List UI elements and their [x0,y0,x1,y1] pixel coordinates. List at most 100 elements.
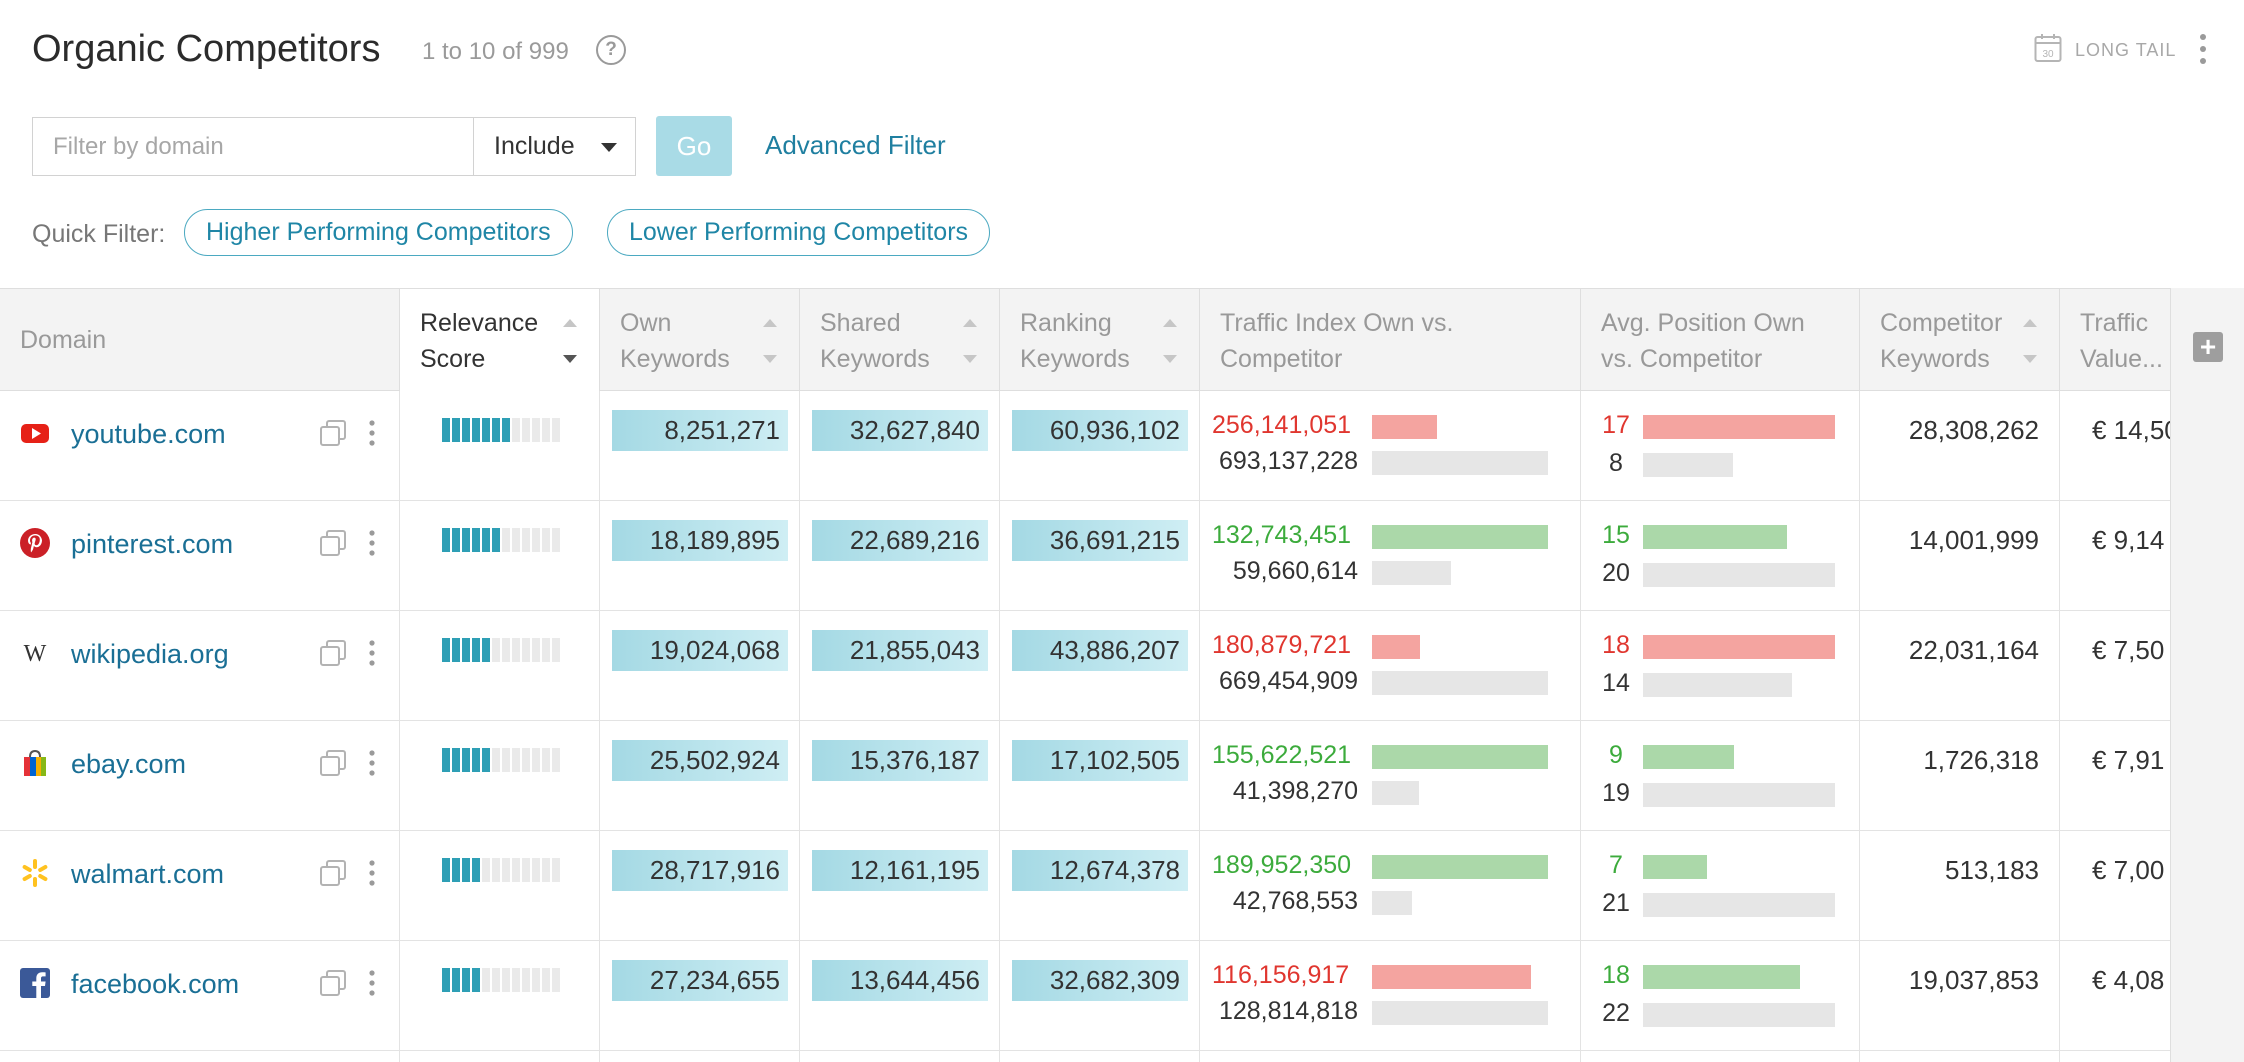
quick-filter-lower[interactable]: Lower Performing Competitors [607,209,991,256]
relevance-segment [442,418,450,442]
traffic-value-cell: € 14,50 [2059,391,2170,501]
domain-link[interactable]: walmart.com [71,859,225,889]
competitor-keywords-value[interactable]: 28,308,262 [1908,415,2039,445]
relevance-segment [442,748,450,772]
copy-icon[interactable] [318,638,348,668]
col-relevance-score[interactable]: Relevance Score [399,289,599,392]
traffic-value-cell: € 4,08 [2059,941,2170,1051]
copy-icon[interactable] [318,418,348,448]
col-domain[interactable]: Domain [20,326,107,354]
ranking-keywords-cell: 36,691,215 [999,501,1199,611]
ranking-keywords-value[interactable]: 36,691,215 [1012,520,1188,561]
relevance-bar [442,528,560,552]
calendar-icon[interactable]: 30 [2034,33,2062,63]
col-avg-position[interactable]: Avg. Position Own vs. Competitor [1580,289,1859,392]
competitor-keywords-cell: 19,037,853 [1859,941,2059,1051]
own-keywords-value[interactable]: 28,717,916 [612,850,788,891]
own-keywords-cell: 18,189,895 [599,501,799,611]
own-keywords-value[interactable]: 27,234,655 [612,960,788,1001]
shared-keywords-value[interactable]: 32,627,840 [812,410,988,451]
position-competitor-value: 21 [1602,889,1630,917]
own-keywords-value[interactable]: 25,502,924 [612,740,788,781]
domain-link[interactable]: pinterest.com [71,529,234,559]
position-competitor-value: 22 [1602,999,1630,1027]
traffic-competitor-value: 128,814,818 [1218,997,1358,1025]
domain-link[interactable]: facebook.com [71,969,240,999]
col-competitor-keywords[interactable]: Competitor Keywords [1859,289,2059,392]
quick-filter-higher[interactable]: Higher Performing Competitors [184,209,573,256]
traffic-own-value: 256,141,051 [1212,411,1352,439]
copy-icon[interactable] [318,968,348,998]
relevance-segment [512,638,520,662]
domain-link[interactable]: wikipedia.org [71,639,229,669]
shared-keywords-value[interactable]: 12,161,195 [812,850,988,891]
own-keywords-value[interactable]: 18,189,895 [612,520,788,561]
table-row [0,1051,2170,1062]
shared-keywords-value[interactable]: 13,644,456 [812,960,988,1001]
col-shared-keywords[interactable]: Shared Keywords [799,289,999,392]
shared-keywords-cell: 15,376,187 [799,721,999,831]
shared-keywords-value[interactable]: 22,689,216 [812,520,988,561]
col-ranking-keywords[interactable]: Ranking Keywords [999,289,1199,392]
competitor-keywords-value[interactable]: 19,037,853 [1908,965,2039,995]
advanced-filter-link[interactable]: Advanced Filter [765,130,946,160]
traffic-competitor-value: 41,398,270 [1232,777,1358,805]
domain-link[interactable]: youtube.com [71,419,226,449]
calendar-number: 30 [2042,49,2054,60]
own-keywords-cell: 27,234,655 [599,941,799,1051]
relevance-segment [462,638,470,662]
competitor-keywords-value[interactable]: 1,726,318 [1923,745,2039,775]
ranking-keywords-value[interactable]: 60,936,102 [1012,410,1188,451]
relevance-segment [512,528,520,552]
column-divider [1859,1051,1860,1062]
relevance-segment [552,748,560,772]
include-select[interactable]: Include [473,117,636,176]
add-column-icon[interactable]: + [2193,332,2223,362]
facebook-icon [19,967,51,999]
col-traffic-index[interactable]: Traffic Index Own vs. Competitor [1199,289,1580,392]
copy-icon[interactable] [318,858,348,888]
shared-keywords-value[interactable]: 21,855,043 [812,630,988,671]
domain-link[interactable]: ebay.com [71,749,187,779]
own-keywords-value[interactable]: 8,251,271 [612,410,788,451]
row-menu-icon[interactable] [368,969,376,997]
long-tail-toggle[interactable]: LONG TAIL [2075,40,2177,60]
relevance-segment [442,968,450,992]
page-title: Organic Competitors [32,28,381,70]
ranking-keywords-value[interactable]: 43,886,207 [1012,630,1188,671]
competitor-keywords-value[interactable]: 513,183 [1945,855,2039,885]
domain-filter-input[interactable] [32,117,474,176]
table-row: pinterest.com 18,189,895 22,689,216 36,691,… [0,501,2170,611]
copy-icon[interactable] [318,528,348,558]
more-options-icon[interactable] [2198,32,2208,66]
traffic-value: € 14,50 [2092,415,2170,445]
row-menu-icon[interactable] [368,749,376,777]
col-traffic-value[interactable]: Traffic Value... [2059,289,2170,392]
row-menu-icon[interactable] [368,419,376,447]
row-menu-icon[interactable] [368,639,376,667]
relevance-segment [452,748,460,772]
go-button[interactable]: Go [656,116,732,176]
own-keywords-value[interactable]: 19,024,068 [612,630,788,671]
relevance-segment [552,858,560,882]
traffic-own-value: 155,622,521 [1212,741,1352,769]
copy-icon[interactable] [318,748,348,778]
competitor-keywords-value[interactable]: 22,031,164 [1908,635,2039,665]
ranking-keywords-value[interactable]: 17,102,505 [1012,740,1188,781]
column-picker-strip: + [2170,288,2244,1062]
own-keywords-cell: 8,251,271 [599,391,799,501]
shared-keywords-value[interactable]: 15,376,187 [812,740,988,781]
competitor-keywords-value[interactable]: 14,001,999 [1908,525,2039,555]
col-own-keywords[interactable]: Own Keywords [599,289,799,392]
ranking-keywords-value[interactable]: 32,682,309 [1012,960,1188,1001]
traffic-value: € 9,14 [2092,525,2165,555]
pinterest-icon [19,527,51,559]
row-menu-icon[interactable] [368,859,376,887]
traffic-competitor-value: 693,137,228 [1218,447,1358,475]
relevance-segment [462,858,470,882]
help-icon[interactable]: ? [596,35,626,65]
relevance-segment [532,858,540,882]
row-menu-icon[interactable] [368,529,376,557]
ranking-keywords-value[interactable]: 12,674,378 [1012,850,1188,891]
